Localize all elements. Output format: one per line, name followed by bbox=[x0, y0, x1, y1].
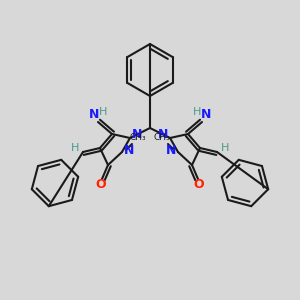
Text: H: H bbox=[193, 107, 201, 117]
Text: H: H bbox=[71, 143, 79, 153]
Text: O: O bbox=[96, 178, 106, 191]
Text: N: N bbox=[89, 109, 99, 122]
Text: N: N bbox=[124, 143, 134, 157]
Text: N: N bbox=[166, 143, 176, 157]
Text: O: O bbox=[194, 178, 204, 191]
Text: N: N bbox=[132, 128, 142, 140]
Text: H: H bbox=[221, 143, 229, 153]
Text: N: N bbox=[201, 109, 211, 122]
Text: CH₃: CH₃ bbox=[130, 134, 146, 142]
Text: H: H bbox=[99, 107, 107, 117]
Text: N: N bbox=[158, 128, 168, 140]
Text: CH₃: CH₃ bbox=[154, 134, 170, 142]
